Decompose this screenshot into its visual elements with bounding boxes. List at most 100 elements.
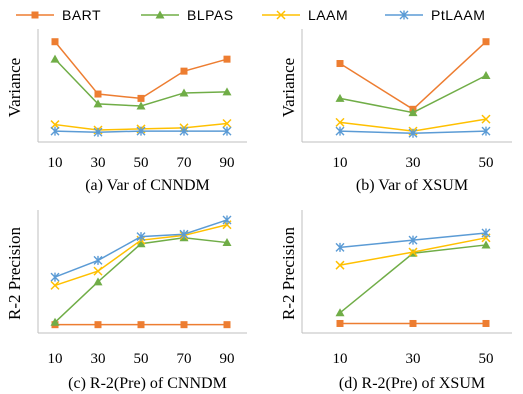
data-point [335, 260, 345, 270]
data-point [50, 272, 60, 282]
x-tick-label: 10 [48, 351, 63, 367]
data-point [50, 126, 60, 136]
series-ptlaam [50, 126, 232, 137]
data-point [481, 228, 491, 238]
legend-label: PtLAAM [431, 7, 485, 23]
series-bart [336, 319, 490, 327]
legend-marker [276, 10, 286, 20]
x-tick-label: 50 [134, 155, 149, 171]
data-point [222, 126, 232, 136]
x-tick-label: 70 [177, 351, 192, 367]
x-tick-label: 10 [333, 155, 348, 171]
series-ptlaam [335, 228, 491, 252]
panel-caption: (d) R-2(Pre) of XSUM [339, 375, 485, 392]
data-point [223, 321, 231, 329]
data-point [481, 126, 491, 136]
y-axis-label: R-2 Precision [5, 226, 24, 320]
data-point [50, 317, 60, 326]
chart-panels: Variance 10 30 50 70 90 (a) Var of CNNDM Varian… [5, 29, 512, 392]
data-point [136, 239, 146, 248]
legend-label: LAAM [308, 7, 348, 23]
series-ptlaam [50, 215, 232, 282]
data-point [482, 319, 490, 327]
x-tick-label: 30 [406, 351, 421, 367]
data-point [50, 280, 60, 290]
data-point [408, 128, 418, 138]
data-point [335, 308, 345, 317]
series-bart [51, 38, 231, 102]
data-point [408, 108, 418, 117]
data-point [408, 247, 418, 257]
series-laam [50, 220, 232, 290]
data-point [481, 240, 491, 249]
data-point [93, 277, 103, 286]
data-point [222, 215, 232, 225]
y-axis-label: Variance [5, 58, 24, 117]
data-point [336, 319, 344, 327]
x-tick-label: 10 [48, 155, 63, 171]
data-point [179, 229, 189, 239]
x-tick-label: 30 [91, 351, 106, 367]
x-tick-label: 30 [91, 155, 106, 171]
data-point [136, 126, 146, 136]
data-point [481, 71, 491, 80]
series-line [54, 219, 228, 278]
legend-entry-blpas: BLPAS [141, 7, 234, 23]
data-point [136, 101, 146, 110]
y-axis-label: R-2 Precision [279, 226, 298, 320]
data-point [179, 88, 189, 97]
data-point [222, 118, 232, 129]
data-point [94, 90, 102, 98]
legend-marker [155, 10, 165, 19]
legend-entry-bart: BART [16, 7, 101, 23]
legend: BART BLPAS LAAM PtLAAM [16, 7, 485, 23]
data-point [335, 117, 345, 127]
data-point [93, 255, 103, 265]
data-point [51, 38, 59, 46]
data-point [180, 321, 188, 329]
legend-marker [399, 10, 409, 20]
panel-caption: (a) Var of CNNDM [85, 177, 210, 194]
series-blpas [50, 233, 232, 326]
data-point [223, 55, 231, 63]
data-point [137, 94, 145, 102]
panel-caption: (b) Var of XSUM [356, 177, 468, 194]
data-point [179, 126, 189, 136]
data-point [335, 93, 345, 102]
legend-label: BLPAS [187, 7, 234, 23]
series-blpas [50, 54, 232, 110]
series-blpas [335, 71, 491, 117]
legend-marker [31, 11, 39, 19]
legend-entry-ptlaam: PtLAAM [385, 7, 485, 23]
series-bart [51, 321, 231, 329]
series-line [339, 41, 487, 111]
series-ptlaam [335, 126, 491, 138]
series-line [54, 41, 228, 100]
data-point [180, 67, 188, 75]
series-line [54, 237, 228, 323]
data-point [222, 87, 232, 96]
chart-panel-d: R-2 Precision 10 30 50 (d) R-2(Pre) of XSUM [279, 210, 512, 392]
x-tick-label: 10 [333, 351, 348, 367]
data-point [93, 99, 103, 108]
x-tick-label: 50 [479, 351, 494, 367]
legend-entry-laam: LAAM [262, 7, 348, 23]
x-tick-label: 90 [220, 351, 235, 367]
x-tick-label: 50 [134, 351, 149, 367]
data-point [93, 127, 103, 137]
data-point [93, 266, 103, 276]
data-point [335, 126, 345, 136]
x-tick-label: 70 [177, 155, 192, 171]
panel-caption: (c) R-2(Pre) of CNNDM [68, 375, 227, 392]
y-axis-label: Variance [279, 58, 298, 117]
data-point [136, 232, 146, 242]
x-tick-label: 30 [406, 155, 421, 171]
data-point [409, 319, 417, 327]
data-point [94, 321, 102, 329]
data-point [408, 235, 418, 245]
legend-label: BART [62, 7, 101, 23]
data-point [482, 38, 490, 46]
data-point [222, 238, 232, 247]
data-point [137, 321, 145, 329]
